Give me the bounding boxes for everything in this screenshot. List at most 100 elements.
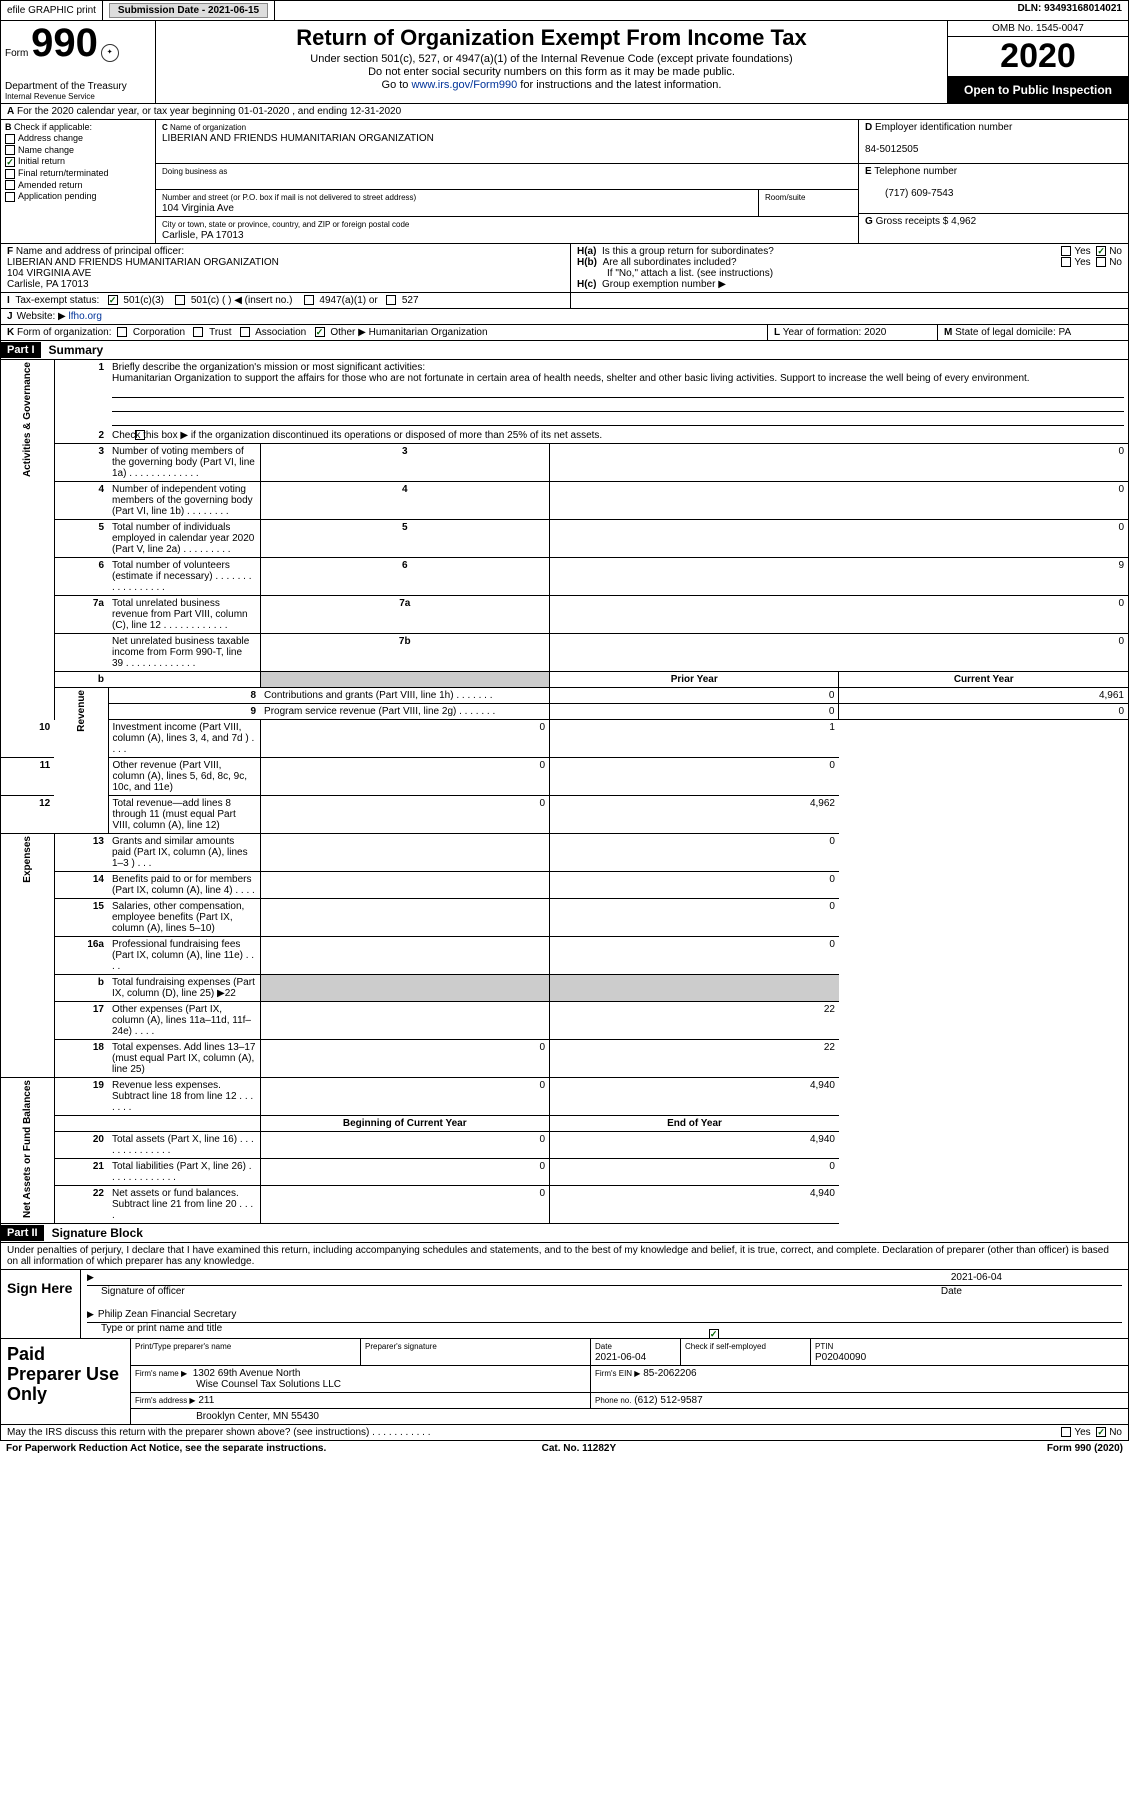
dln: DLN: 93493168014021 (1011, 1, 1128, 20)
sig-date-label: Date (941, 1286, 962, 1297)
mission-q: Briefly describe the organization's miss… (112, 362, 425, 373)
footer: For Paperwork Reduction Act Notice, see … (0, 1441, 1129, 1456)
subtitle-1: Under section 501(c), 527, or 4947(a)(1)… (162, 53, 941, 65)
p9: 0 (550, 704, 839, 720)
form990-link[interactable]: www.irs.gov/Form990 (411, 79, 517, 91)
room-suite-label: Room/suite (765, 193, 805, 202)
ptin-value: P02040090 (815, 1352, 866, 1363)
prep-city: Brooklyn Center, MN 55430 (196, 1411, 319, 1422)
officer-name-title: Philip Zean Financial Secretary (98, 1309, 236, 1320)
letter-e: E (865, 166, 872, 177)
side-activities: Activities & Governance (22, 362, 33, 477)
letter-a: A (7, 106, 14, 117)
part1-header: Part I (1, 342, 41, 358)
dba-label: Doing business as (162, 167, 227, 176)
hb-yes[interactable] (1061, 257, 1071, 267)
hb-no[interactable] (1096, 257, 1106, 267)
chk-initial-return[interactable] (5, 157, 15, 167)
side-netassets: Net Assets or Fund Balances (22, 1080, 33, 1218)
mission-text: Humanitarian Organization to support the… (112, 373, 1030, 384)
letter-i: I (7, 295, 10, 306)
chk-4947[interactable] (304, 295, 314, 305)
officer-street: 104 VIRGINIA AVE (7, 268, 91, 279)
hdr-boy: Beginning of Current Year (260, 1116, 549, 1132)
discuss-yes[interactable] (1061, 1427, 1071, 1437)
chk-name-change[interactable] (5, 145, 15, 155)
part1-title: Summary (41, 341, 112, 359)
submission-date: Submission Date - 2021-06-15 (103, 1, 275, 20)
chk-corp[interactable] (117, 327, 127, 337)
c21: 0 (550, 1159, 839, 1186)
c19: 4,940 (550, 1078, 839, 1116)
form-page: Form 990 (2020) (1047, 1443, 1123, 1454)
header-right: OMB No. 1545-0047 2020 Open to Public In… (948, 21, 1128, 103)
chk-address-change[interactable] (5, 134, 15, 144)
gross-receipts: 4,962 (951, 216, 976, 227)
pra-notice: For Paperwork Reduction Act Notice, see … (6, 1443, 326, 1454)
ha-yes[interactable] (1061, 246, 1071, 256)
row-fh: F Name and address of principal officer:… (0, 244, 1129, 293)
part2-bar: Part II Signature Block (0, 1224, 1129, 1243)
top-bar: efile GRAPHIC print Submission Date - 20… (0, 0, 1129, 21)
letter-f: F (7, 246, 13, 257)
omb-number: OMB No. 1545-0047 (948, 21, 1128, 37)
side-expenses: Expenses (22, 836, 33, 883)
c13: 0 (550, 834, 839, 872)
discuss-no[interactable] (1096, 1427, 1106, 1437)
chk-amended[interactable] (5, 180, 15, 190)
chk-other[interactable] (315, 327, 325, 337)
dept-treasury: Department of the Treasury (5, 81, 151, 92)
part1-bar: Part I Summary (0, 341, 1129, 360)
letter-j: J (7, 311, 13, 322)
side-revenue: Revenue (76, 690, 87, 732)
c11: 0 (550, 758, 839, 796)
paid-preparer-label: Paid Preparer Use Only (1, 1339, 131, 1424)
chk-app-pending[interactable] (5, 192, 15, 202)
sign-here-label: Sign Here (1, 1270, 81, 1338)
c10: 1 (550, 720, 839, 758)
val-7b: 0 (550, 634, 1129, 672)
website-link[interactable]: lfho.org (69, 311, 102, 322)
firm-addr1: 1302 69th Avenue North (193, 1368, 301, 1379)
ha-no[interactable] (1096, 246, 1106, 256)
p8: 0 (550, 688, 839, 704)
irs-seal-icon: ✦ (101, 44, 119, 62)
letter-ha: H(a) (577, 246, 596, 257)
subdate-button[interactable]: Submission Date - 2021-06-15 (109, 3, 268, 18)
city-value: Carlisle, PA 17013 (162, 230, 244, 241)
chk-line2[interactable] (135, 430, 145, 440)
letter-l: L (774, 327, 780, 338)
p20: 0 (260, 1132, 549, 1159)
ein-value: 84-5012505 (865, 144, 918, 155)
col-c: C Name of organization LIBERIAN AND FRIE… (156, 120, 858, 243)
chk-501c[interactable] (175, 295, 185, 305)
cat-no: Cat. No. 11282Y (542, 1443, 616, 1454)
subtitle-3: Go to www.irs.gov/Form990 for instructio… (162, 79, 941, 91)
h-note: If "No," attach a list. (see instruction… (577, 268, 1122, 279)
sig-officer-label: Signature of officer (101, 1286, 185, 1297)
form-prefix: Form (5, 48, 28, 59)
firm-name: Wise Counsel Tax Solutions LLC (196, 1379, 341, 1390)
part2-title: Signature Block (44, 1224, 151, 1242)
header-center: Return of Organization Exempt From Incom… (156, 21, 948, 103)
chk-527[interactable] (386, 295, 396, 305)
letter-d: D (865, 122, 872, 133)
prep-date: 2021-06-04 (595, 1352, 646, 1363)
p11: 0 (260, 758, 549, 796)
c14: 0 (550, 872, 839, 899)
prep-phone: (612) 512-9587 (634, 1395, 702, 1406)
chk-trust[interactable] (193, 327, 203, 337)
p21: 0 (260, 1159, 549, 1186)
efile-label: efile GRAPHIC print (1, 1, 103, 20)
header-left: Form 990 ✦ Department of the Treasury In… (1, 21, 156, 103)
block-bcd: B Check if applicable: Address change Na… (0, 120, 1129, 244)
letter-k: K (7, 327, 14, 338)
c20: 4,940 (550, 1132, 839, 1159)
summary-table: Activities & Governance 1 Briefly descri… (0, 360, 1129, 1224)
chk-assoc[interactable] (240, 327, 250, 337)
chk-final-return[interactable] (5, 169, 15, 179)
chk-self-employed[interactable] (709, 1329, 719, 1339)
chk-501c3[interactable] (108, 295, 118, 305)
irs-label: Internal Revenue Service (5, 92, 151, 101)
p12: 0 (260, 796, 549, 834)
